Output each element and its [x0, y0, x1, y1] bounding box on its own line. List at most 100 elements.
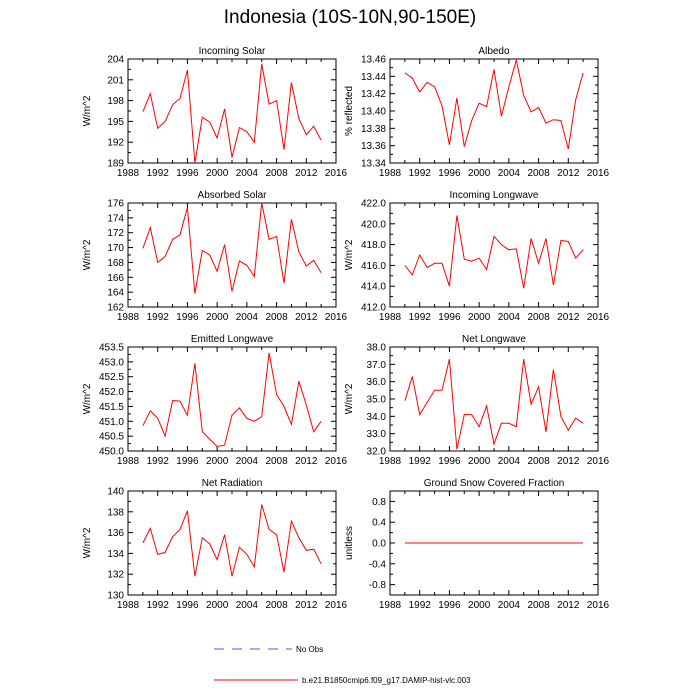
y-tick-label: 130 [107, 591, 124, 602]
x-tick-label: 2012 [295, 456, 318, 467]
x-tick-label: 2004 [236, 312, 259, 323]
panel-title: Net Longwave [462, 334, 526, 345]
x-tick-label: 2000 [468, 168, 491, 179]
x-tick-label: 1996 [176, 456, 199, 467]
y-tick-label: 195 [107, 117, 124, 128]
y-tick-label: 0.4 [372, 518, 386, 529]
x-tick-label: 2004 [498, 312, 521, 323]
x-tick-label: 2008 [527, 168, 550, 179]
y-tick-label: 453.0 [99, 357, 124, 368]
x-tick-label: 2000 [468, 600, 491, 611]
x-tick-label: 2012 [557, 600, 580, 611]
x-tick-label: 2008 [527, 456, 550, 467]
x-tick-label: 2000 [206, 600, 229, 611]
x-tick-label: 1988 [117, 312, 140, 323]
y-axis-label: W/m^2 [82, 383, 93, 414]
panel-title: Absorbed Solar [198, 190, 268, 201]
legend-model-label: b.e21.B1850cmip6.f09_g17.DAMIP-hist-vlc.… [302, 676, 471, 685]
y-tick-label: 204 [107, 55, 124, 66]
panel-1: Incoming Solar W/m^2 189 192 195 198 201 204 198… [82, 46, 348, 179]
x-tick-label: 2016 [325, 456, 348, 467]
x-tick-label: 2004 [236, 456, 259, 467]
y-tick-label: 13.42 [361, 89, 386, 100]
y-tick-label: -0.4 [369, 559, 387, 570]
x-tick-label: 1996 [176, 600, 199, 611]
y-tick-label: 166 [107, 273, 124, 284]
y-tick-label: 13.36 [361, 141, 386, 152]
y-tick-label: 452.0 [99, 387, 124, 398]
y-tick-label: 132 [107, 570, 124, 581]
x-tick-label: 2008 [527, 600, 550, 611]
y-tick-label: 168 [107, 258, 124, 269]
x-tick-label: 2004 [498, 600, 521, 611]
y-tick-label: 451.0 [99, 417, 124, 428]
y-tick-label: 13.38 [361, 124, 386, 135]
x-tick-label: 1996 [176, 168, 199, 179]
x-tick-label: 2016 [325, 600, 348, 611]
plot-frame [389, 202, 599, 308]
y-tick-label: 418.0 [361, 240, 386, 251]
plot-frame [389, 346, 599, 452]
y-tick-label: 13.34 [361, 159, 386, 170]
x-tick-label: 2000 [206, 312, 229, 323]
plot-frame [127, 58, 337, 164]
y-tick-label: 422.0 [361, 199, 386, 210]
y-tick-label: 420.0 [361, 219, 386, 230]
series-line [142, 504, 322, 577]
panel-4: Incoming Longwave W/m^2 412.0 414.0 416.0 418… [344, 190, 610, 323]
y-tick-label: 412.0 [361, 303, 386, 314]
x-tick-label: 1988 [117, 168, 140, 179]
x-tick-label: 1992 [147, 600, 170, 611]
panel-3: Absorbed Solar W/m^2 162 164 166 168 170 172 174… [82, 190, 348, 323]
y-tick-label: 201 [107, 75, 124, 86]
x-tick-label: 2012 [557, 168, 580, 179]
panel-6: Net Longwave W/m^2 32.0 33.0 34.0 35.0 36.0 37.… [344, 334, 610, 467]
x-tick-label: 1992 [409, 168, 432, 179]
x-tick-label: 2012 [295, 168, 318, 179]
y-tick-label: 13.44 [361, 72, 386, 83]
legend-obs-label: No Obs [296, 645, 324, 654]
x-tick-label: 2000 [468, 312, 491, 323]
x-tick-label: 1996 [438, 168, 461, 179]
y-tick-label: 33.0 [367, 429, 387, 440]
x-tick-label: 1992 [409, 600, 432, 611]
y-tick-label: 176 [107, 199, 124, 210]
y-tick-label: 34.0 [367, 412, 387, 423]
x-tick-label: 1988 [379, 312, 402, 323]
x-tick-label: 1992 [147, 456, 170, 467]
x-tick-label: 2008 [265, 456, 288, 467]
figure-title: Indonesia (10S-10N,90-150E) [223, 7, 477, 28]
y-tick-label: 416.0 [361, 261, 386, 272]
y-tick-label: 450.5 [99, 432, 124, 443]
x-tick-label: 1996 [438, 600, 461, 611]
y-tick-label: 140 [107, 487, 124, 498]
x-tick-label: 2016 [325, 168, 348, 179]
y-axis-label: % reflected [344, 86, 355, 136]
y-tick-label: 37.0 [367, 360, 387, 371]
x-tick-label: 2016 [587, 456, 610, 467]
plot-frame [389, 58, 599, 164]
panel-5: Emitted Longwave W/m^2 450.0 450.5 451.0 451.… [82, 334, 348, 467]
x-tick-label: 1988 [379, 168, 402, 179]
y-tick-label: 198 [107, 96, 124, 107]
x-tick-label: 2008 [265, 168, 288, 179]
y-tick-label: 450.0 [99, 447, 124, 458]
y-tick-label: 13.46 [361, 55, 386, 66]
x-tick-label: 2004 [498, 168, 521, 179]
x-tick-label: 1988 [379, 456, 402, 467]
x-tick-label: 2016 [587, 168, 610, 179]
y-axis-label: W/m^2 [82, 239, 93, 270]
y-axis-label: W/m^2 [82, 527, 93, 558]
series-line [142, 63, 322, 164]
y-tick-label: 451.5 [99, 402, 124, 413]
x-tick-label: 1992 [409, 312, 432, 323]
y-tick-label: 0.8 [372, 497, 386, 508]
x-tick-label: 2008 [527, 312, 550, 323]
x-tick-label: 2016 [325, 312, 348, 323]
x-tick-label: 1996 [438, 312, 461, 323]
series-line [142, 352, 322, 448]
y-tick-label: 136 [107, 528, 124, 539]
panel-7: Net Radiation W/m^2 130 132 134 136 138 140 1988… [82, 478, 348, 611]
x-tick-label: 2004 [236, 168, 259, 179]
panel-title: Incoming Longwave [450, 190, 539, 201]
